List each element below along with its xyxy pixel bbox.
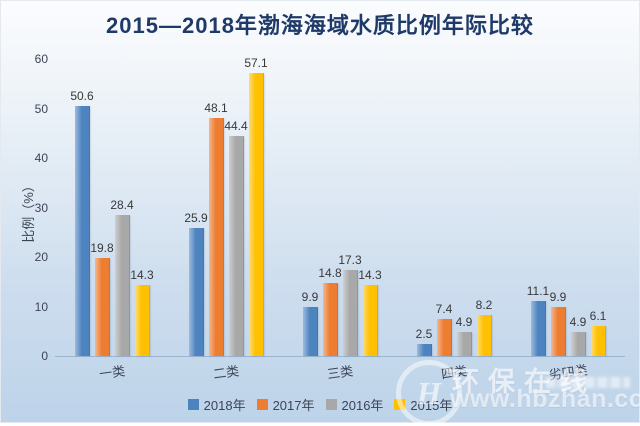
legend-color-swatch <box>187 399 199 410</box>
bar <box>590 325 606 356</box>
x-category-label: 一类 <box>98 363 127 382</box>
bar <box>416 343 432 356</box>
bar-value-label: 9.9 <box>301 289 319 304</box>
x-category-label: 二类 <box>212 363 241 382</box>
legend-series-label: 2016年 <box>341 398 384 413</box>
bar-value-label: 14.3 <box>358 268 382 283</box>
bar <box>550 306 566 356</box>
x-category-label: 三类 <box>326 363 355 382</box>
legend-series-label: 2018年 <box>203 398 246 413</box>
bar <box>476 315 492 356</box>
bar-value-label: 25.9 <box>184 210 208 225</box>
bar-value-label: 8.2 <box>475 298 493 313</box>
legend-color-swatch <box>256 399 268 410</box>
legend-color-swatch <box>325 399 337 410</box>
bar <box>248 73 264 356</box>
bar <box>456 331 472 356</box>
legend-series-label: 2015年 <box>410 398 453 413</box>
legend-item: 2016年 <box>325 395 384 414</box>
legend-item: 2017年 <box>256 395 315 414</box>
bar-value-label: 28.4 <box>110 198 134 213</box>
legend: 2018年 2017年 2016年 2015年 <box>0 395 640 414</box>
bar <box>302 306 318 356</box>
bar-value-label: 44.4 <box>224 119 248 134</box>
bar-value-label: 7.4 <box>435 302 453 317</box>
bar <box>208 117 224 356</box>
legend-series-label: 2017年 <box>272 398 315 413</box>
legend-color-swatch <box>394 399 406 410</box>
y-tick-label: 0 <box>41 349 48 363</box>
y-tick-label: 30 <box>34 200 48 215</box>
x-axis-line <box>55 356 625 357</box>
bar-value-label: 9.9 <box>549 289 567 304</box>
bar <box>530 301 546 356</box>
x-category-label: 劣四类 <box>547 362 589 383</box>
bar-value-label: 17.3 <box>338 253 362 268</box>
bar <box>114 215 130 356</box>
bar <box>570 331 586 356</box>
bar <box>74 105 90 356</box>
bar <box>436 319 452 356</box>
bar <box>322 282 338 356</box>
bar-value-label: 14.8 <box>318 265 342 280</box>
bar-value-label: 57.1 <box>244 56 268 71</box>
bar <box>134 285 150 356</box>
y-tick-label: 60 <box>34 52 48 66</box>
y-tick-label: 10 <box>34 299 48 314</box>
y-tick-label: 40 <box>34 151 48 165</box>
y-tick-label: 50 <box>34 101 48 116</box>
bar-value-label: 6.1 <box>589 308 607 323</box>
bar <box>342 270 358 356</box>
bar <box>188 227 204 356</box>
bar-value-label: 11.1 <box>526 284 550 299</box>
bar-value-label: 50.6 <box>70 88 94 103</box>
x-category-label: 四类 <box>440 363 469 382</box>
bar <box>228 136 244 356</box>
bar <box>362 285 378 356</box>
chart-title: 2015—2018年渤海海域水质比例年际比较 <box>106 13 534 38</box>
legend-item: 2015年 <box>394 395 452 414</box>
bar-value-label: 14.3 <box>130 268 154 283</box>
bar <box>94 257 110 356</box>
bar-value-label: 4.9 <box>455 314 473 329</box>
bar-value-label: 2.5 <box>415 326 433 341</box>
legend-item: 2018年 <box>187 395 246 414</box>
bar-value-label: 48.1 <box>204 100 228 115</box>
bar-value-label: 4.9 <box>569 314 587 329</box>
bar-value-label: 19.8 <box>90 240 114 255</box>
y-tick-label: 20 <box>34 250 48 264</box>
